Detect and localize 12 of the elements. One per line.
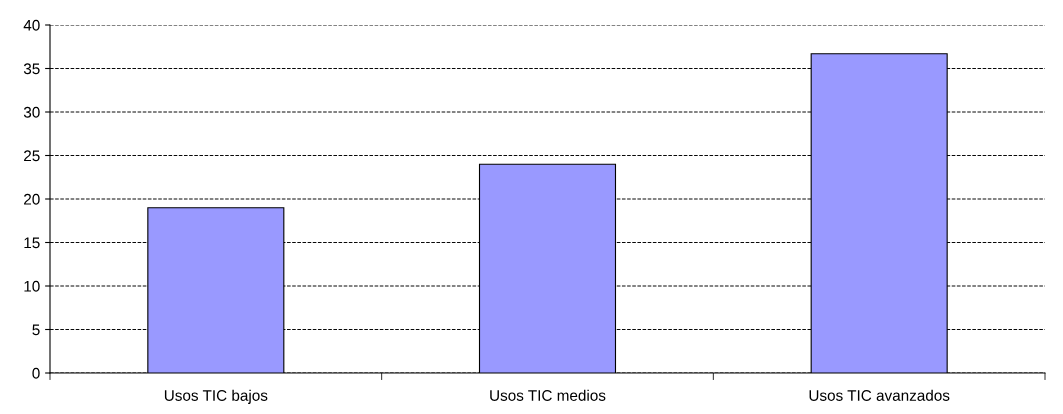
y-tick-label: 5 [32, 324, 40, 336]
x-tick-label: Usos TIC avanzados [809, 389, 950, 401]
y-tick-label: 10 [24, 280, 40, 292]
y-tick-label: 35 [23, 63, 40, 75]
y-tick-label: 30 [23, 106, 40, 118]
y-tick-label: 40 [23, 19, 40, 31]
y-tick-label: 20 [24, 193, 40, 205]
x-tick-label: Usos TIC bajos [164, 389, 268, 404]
y-tick-label: 0 [32, 367, 40, 379]
y-tick-label: 25 [24, 150, 40, 162]
x-tick-label: Usos TIC medios [490, 389, 606, 401]
y-tick-label: 15 [24, 237, 40, 249]
